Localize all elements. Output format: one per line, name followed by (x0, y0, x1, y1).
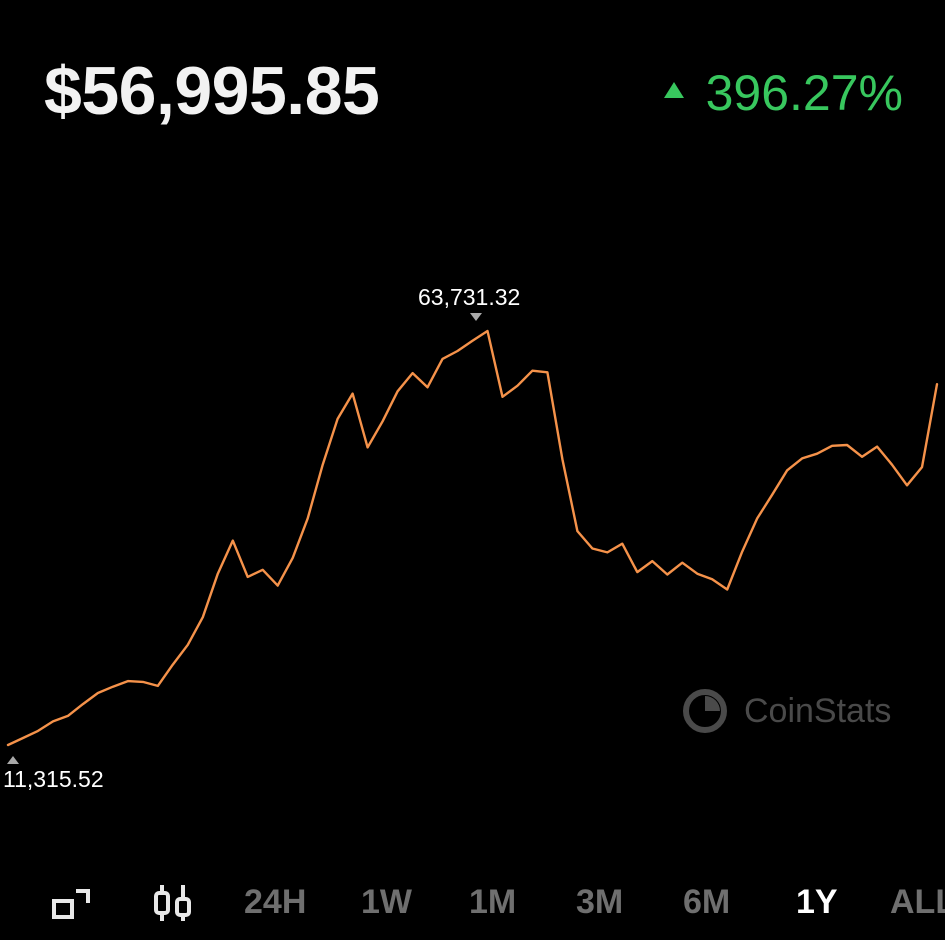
price-change: 396.27% (663, 64, 903, 122)
range-1y[interactable]: 1Y (796, 883, 838, 921)
watermark-brand: CoinStats (744, 691, 892, 730)
coinstats-watermark: CoinStats (680, 686, 891, 736)
price-change-percent: 396.27% (705, 65, 903, 121)
range-1m[interactable]: 1M (469, 883, 517, 921)
low-value-label: 11,315.52 (3, 766, 104, 792)
range-6m[interactable]: 6M (683, 883, 731, 921)
range-all[interactable]: ALL (890, 883, 945, 921)
range-3m[interactable]: 3M (576, 883, 624, 921)
range-1w[interactable]: 1W (361, 883, 412, 921)
range-24h[interactable]: 24H (244, 883, 307, 921)
low-marker-icon (7, 756, 19, 764)
price-value: $56,995.85 (44, 53, 380, 129)
triangle-up-icon (663, 82, 684, 98)
high-value-label: 63,731.32 (418, 284, 521, 310)
price-series-line (6, 329, 939, 747)
expand-icon[interactable] (48, 875, 94, 930)
range-toolbar: 24H 1W 1M 3M 6M 1Y ALL (0, 875, 945, 930)
high-marker-icon (470, 313, 482, 321)
candlestick-icon[interactable] (150, 875, 196, 930)
coinstats-logo-icon (683, 689, 727, 733)
